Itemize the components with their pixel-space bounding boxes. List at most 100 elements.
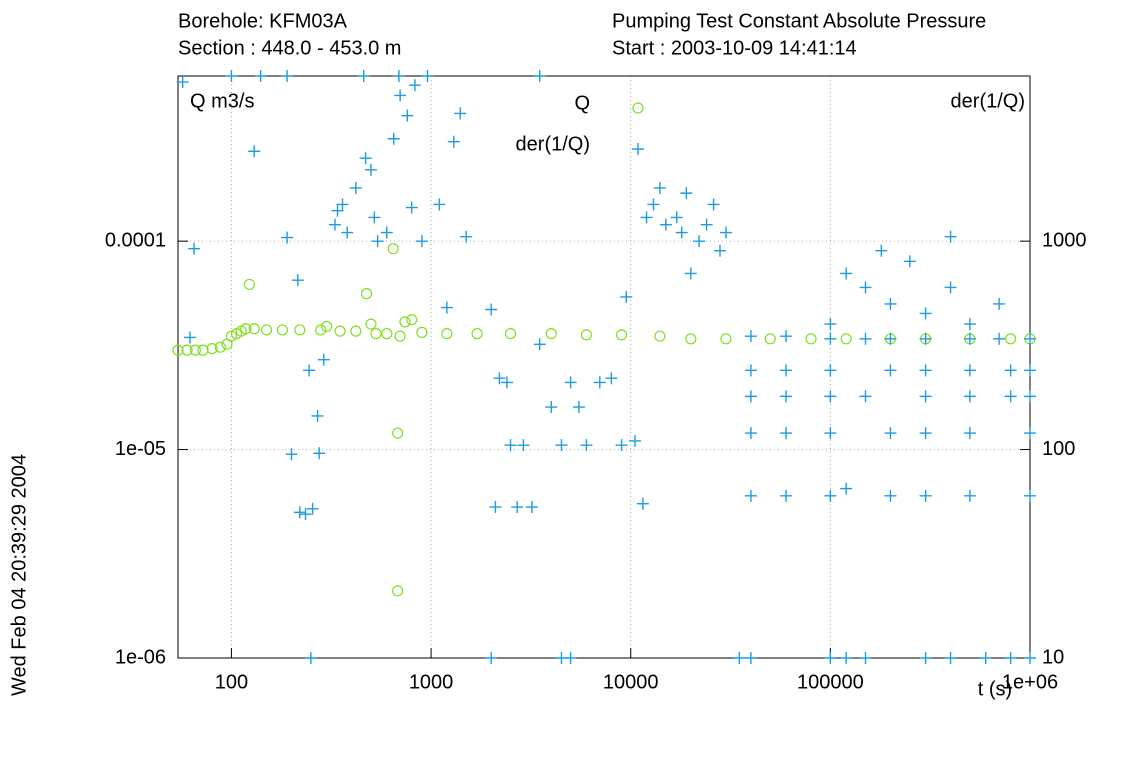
data-point [700, 218, 713, 231]
data-point [303, 364, 316, 377]
data-point [1004, 390, 1017, 403]
data-point [675, 226, 688, 239]
data-point [392, 585, 404, 597]
data-point [653, 181, 666, 194]
data-point [260, 324, 273, 336]
data-point [919, 489, 932, 502]
data-point [183, 331, 196, 344]
data-point [615, 329, 628, 341]
data-point [517, 439, 530, 452]
data-point [647, 198, 660, 211]
data-point [884, 427, 897, 440]
data-point [919, 307, 932, 320]
data-point [181, 344, 193, 356]
x-tick-label: 100000 [797, 671, 864, 693]
data-point [824, 390, 837, 403]
data-point [350, 325, 362, 337]
data-point [276, 324, 288, 336]
data-point [780, 330, 793, 343]
data-point [654, 330, 666, 342]
data-point [317, 353, 330, 366]
x-tick-label: 100 [215, 671, 248, 693]
title-borehole: Borehole: KFM03A [178, 10, 348, 32]
data-point [744, 652, 757, 664]
data-point [593, 376, 606, 389]
data-point [884, 297, 897, 310]
data-point [485, 303, 498, 316]
data-point [399, 316, 411, 328]
data-point [919, 390, 932, 403]
data-point [875, 244, 888, 257]
data-point [387, 243, 399, 255]
data-point [764, 333, 776, 345]
data-point [281, 231, 294, 244]
data-point [713, 244, 726, 257]
data-point [401, 109, 414, 122]
data-point [744, 427, 757, 440]
data-point [963, 427, 976, 440]
data-point [315, 324, 327, 336]
x-tick-label: 1e+06 [1002, 671, 1058, 693]
data-point [824, 318, 837, 331]
data-point [243, 278, 255, 291]
data-point [545, 328, 557, 340]
data-point [640, 211, 653, 224]
data-point [963, 489, 976, 502]
data-point [580, 329, 593, 341]
legend-label: der(1/Q) [516, 133, 590, 155]
data-point [840, 652, 853, 664]
data-point [433, 198, 446, 211]
data-point [334, 325, 346, 337]
data-point [321, 320, 333, 332]
legend-marker [632, 102, 644, 114]
data-point [533, 70, 546, 82]
data-point [707, 198, 720, 211]
data-point [447, 135, 460, 148]
data-point [733, 652, 746, 664]
data-point [919, 427, 932, 440]
data-point [919, 332, 932, 345]
data-point [240, 323, 252, 335]
data-point [254, 70, 267, 82]
data-point [963, 390, 976, 403]
data-point [533, 338, 546, 351]
data-point [387, 132, 400, 145]
data-point [364, 163, 377, 176]
y-tick-label: 1e-05 [115, 438, 166, 460]
data-point [1024, 390, 1036, 403]
data-point [1004, 364, 1017, 377]
data-point [504, 439, 517, 452]
data-point [615, 439, 628, 452]
data-point [780, 390, 793, 403]
data-point [580, 439, 593, 452]
data-point [564, 376, 577, 389]
data-point [331, 204, 344, 217]
data-point [555, 439, 568, 452]
data-point [440, 301, 453, 314]
data-point [919, 652, 932, 664]
x-tick-label: 1000 [409, 671, 454, 693]
data-point [489, 501, 502, 514]
data-point [919, 364, 932, 377]
data-point [421, 70, 434, 82]
data-point [360, 288, 373, 300]
data-point [744, 390, 757, 403]
data-point [511, 501, 524, 514]
data-point [963, 318, 976, 331]
data-point [349, 181, 362, 194]
data-point [357, 70, 370, 82]
data-point [744, 489, 757, 502]
data-point [454, 107, 467, 120]
data-point [525, 501, 538, 514]
data-point [684, 267, 697, 280]
data-point [720, 333, 732, 345]
data-point [294, 324, 306, 336]
data-point [840, 482, 853, 495]
data-point [172, 344, 184, 356]
data-point [408, 79, 421, 92]
data-point [1024, 332, 1036, 345]
data-point [299, 508, 312, 521]
data-point [840, 333, 852, 345]
data-point [824, 652, 837, 664]
data-point [840, 267, 853, 280]
